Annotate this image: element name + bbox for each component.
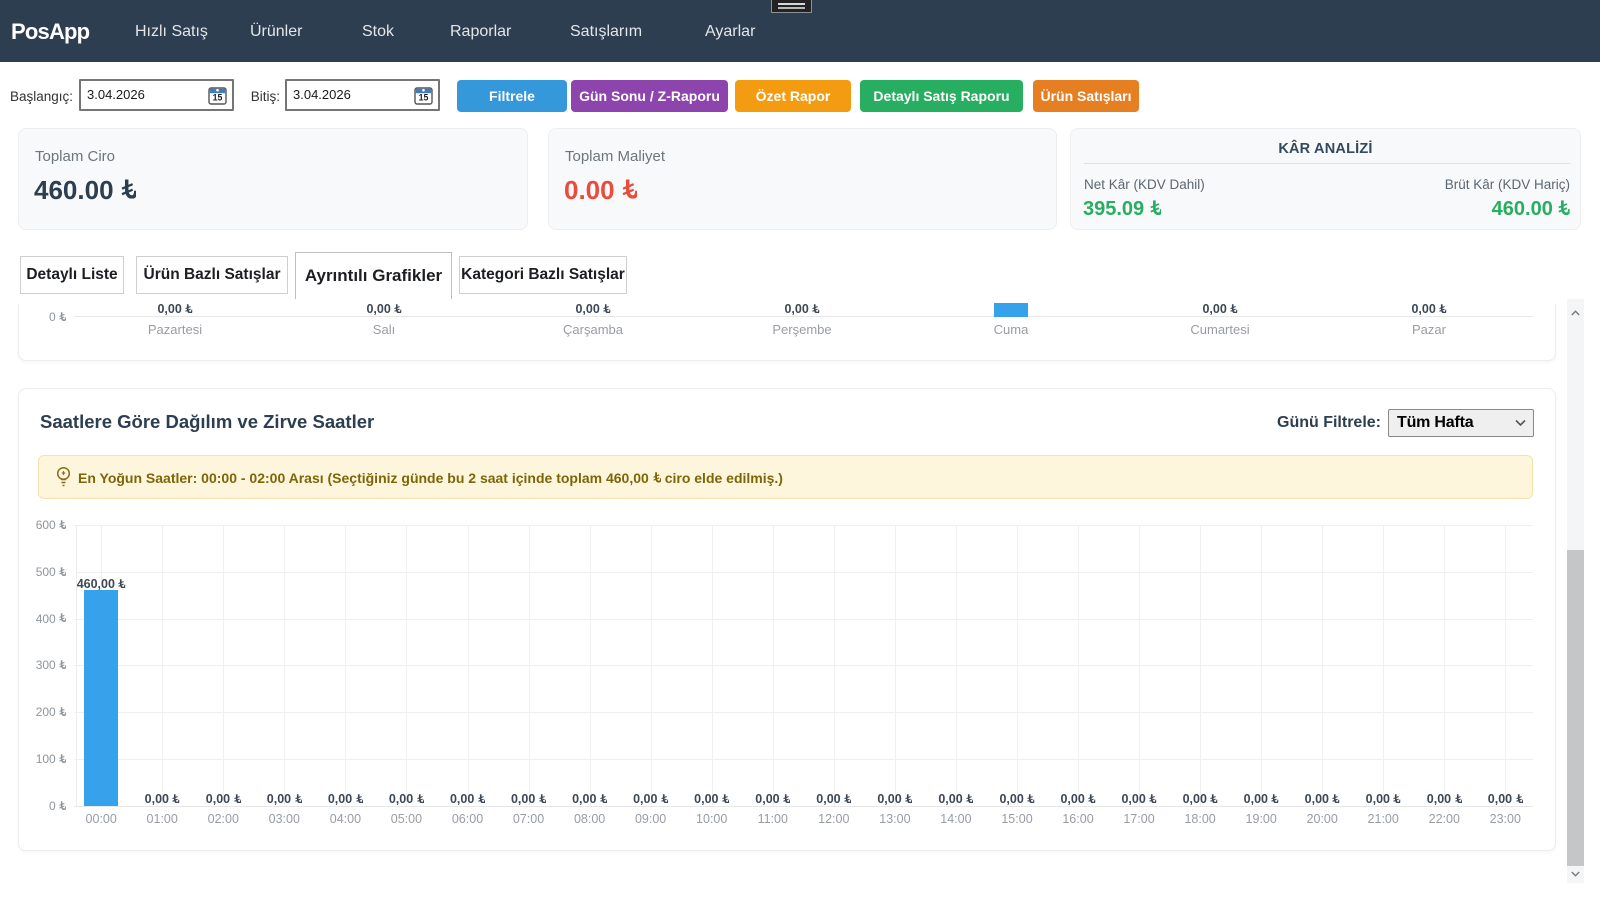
svg-text:15: 15 — [419, 93, 429, 103]
svg-text:15: 15 — [213, 93, 223, 103]
